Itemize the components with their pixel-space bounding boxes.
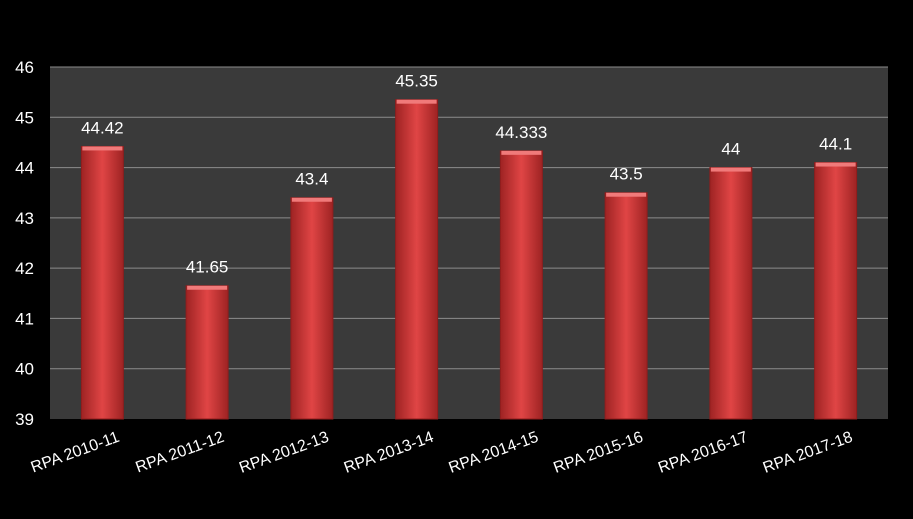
data-label: 44: [721, 140, 740, 159]
bar-body: [604, 192, 648, 420]
data-label: 44.42: [81, 118, 124, 137]
x-tick-label: RPA 2010-11: [29, 429, 122, 477]
plot-area: [50, 67, 888, 419]
y-tick-label: 46: [15, 58, 34, 77]
bar-body: [395, 99, 439, 420]
x-tick-label: RPA 2015-16: [551, 429, 645, 477]
bar-cap: [187, 285, 228, 290]
bar: [814, 162, 858, 420]
data-label: 44.333: [495, 123, 547, 142]
bar-body: [709, 167, 753, 420]
bar: [80, 145, 124, 420]
bar-cap: [501, 150, 542, 155]
bars: [80, 99, 858, 420]
bar-cap: [396, 99, 437, 104]
y-tick-label: 44: [15, 159, 34, 178]
x-tick-label: RPA 2017-18: [761, 429, 855, 477]
bar: [709, 167, 753, 420]
bar-body: [290, 197, 334, 420]
bar-body: [499, 150, 543, 420]
bar-cap: [815, 162, 856, 167]
data-label: 43.5: [610, 165, 643, 184]
data-labels: 44.42 41.65 43.4 45.35 44.333 43.5 44 44.1: [81, 72, 852, 277]
bar: [185, 285, 229, 420]
bar: [395, 99, 439, 420]
bar: [604, 192, 648, 420]
x-tick-label: RPA 2011-12: [133, 429, 226, 477]
y-tick-label: 39: [15, 410, 34, 429]
x-tick-label: RPA 2016-17: [656, 429, 750, 477]
bar: [290, 197, 334, 420]
bar: [499, 150, 543, 420]
bar-cap: [291, 197, 332, 202]
x-tick-label: RPA 2014-15: [447, 429, 541, 477]
x-axis-labels: RPA 2010-11 RPA 2011-12 RPA 2012-13 RPA 201…: [29, 429, 855, 477]
y-tick-label: 43: [15, 209, 34, 228]
data-label: 45.35: [395, 72, 438, 91]
bar-body: [80, 145, 124, 420]
bar-cap: [606, 192, 647, 197]
data-label: 44.1: [819, 135, 852, 154]
y-tick-label: 45: [15, 108, 34, 127]
data-label: 41.65: [186, 258, 229, 277]
y-tick-label: 40: [15, 360, 34, 379]
bar-cap: [710, 167, 751, 172]
data-label: 43.4: [295, 170, 328, 189]
x-tick-label: RPA 2013-14: [342, 429, 436, 477]
x-tick-label: RPA 2012-13: [237, 429, 331, 477]
y-tick-label: 42: [15, 259, 34, 278]
y-axis-ticks: 39 40 41 42 43 44 45 46: [15, 58, 34, 429]
bar-cap: [82, 146, 123, 151]
bar-body: [185, 285, 229, 420]
bar-body: [814, 162, 858, 420]
y-tick-label: 41: [15, 309, 34, 328]
